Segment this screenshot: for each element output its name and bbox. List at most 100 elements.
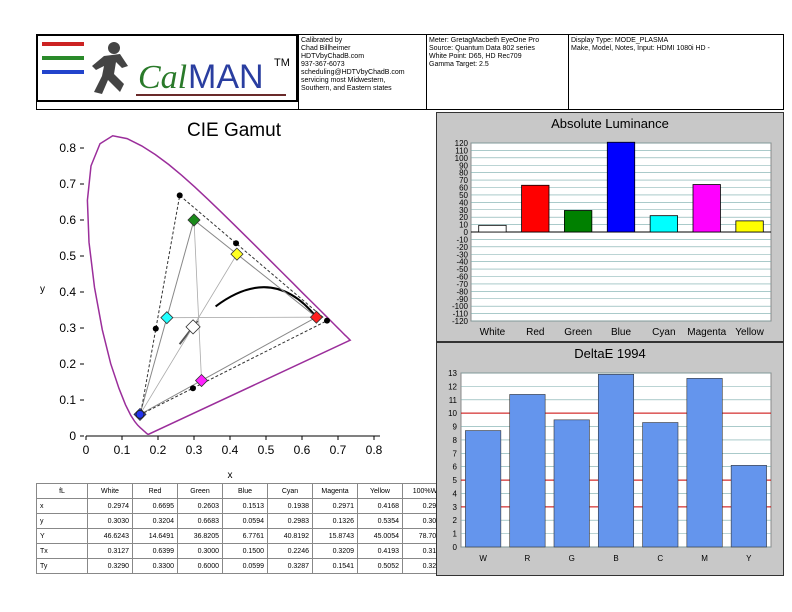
table-header-cell: Red xyxy=(132,483,178,499)
x-tick-label: 0.2 xyxy=(150,443,167,457)
measured-point-cyan xyxy=(152,325,159,332)
deltae-panel: DeltaE 1994 13 12 11 10 9 8 7 6 5 4 3 2 1 0 W R G B C M Y xyxy=(436,342,784,576)
x-tick-label: Magenta xyxy=(687,327,726,338)
y-tick-label: 11 xyxy=(449,396,458,405)
y-tick-label: -90 xyxy=(456,295,468,304)
x-axis-label: x xyxy=(228,470,233,481)
bar-y xyxy=(730,465,767,548)
table-cell: 0.1938 xyxy=(267,498,313,514)
logo-tm-text: TM xyxy=(274,57,290,69)
table-cell: 36.8205 xyxy=(177,528,223,544)
y-tick-label: 1 xyxy=(453,530,458,539)
target-point-cyan xyxy=(160,311,174,325)
table-cell: 40.8192 xyxy=(267,528,313,544)
y-tick-label: 0.2 xyxy=(59,357,76,371)
table-cell: 0.6695 xyxy=(132,498,178,514)
logo-graphic: Cal MAN TM xyxy=(42,42,290,96)
bar-b xyxy=(597,374,635,548)
table-header-cell: Yellow xyxy=(357,483,403,499)
table-cell: 0.6683 xyxy=(177,513,223,529)
bar-m xyxy=(686,378,723,548)
cie-gamut-chart: CIE Gamut 0 0.1 0.2 0.3 0.4 0.5 0.6 0.7 0.8 0 0.1 0… xyxy=(36,112,432,482)
logo-underline xyxy=(136,94,286,96)
table-cell: 0.1326 xyxy=(312,513,358,529)
x-tick-label: B xyxy=(613,554,618,563)
measured-gamut-triangle xyxy=(139,194,328,416)
y-axis-label: y xyxy=(40,284,45,295)
table-cell: 0.1500 xyxy=(222,543,268,559)
table-cell: 6.7761 xyxy=(222,528,268,544)
cie-title: CIE Gamut xyxy=(187,120,281,141)
y-tick-label: 10 xyxy=(448,409,457,418)
y-tick-label: 0.4 xyxy=(59,285,76,299)
y-tick-label: 0.5 xyxy=(59,249,76,263)
table-row: y 0.3030 0.3204 0.6683 0.0594 0.2983 0.1326 0.5… xyxy=(36,513,448,529)
table-cell: 0.3300 xyxy=(132,558,178,574)
x-tick-label: White xyxy=(480,327,506,338)
table-cell: 0.2246 xyxy=(267,543,313,559)
y-tick-label: 4 xyxy=(453,489,458,498)
y-tick-label: 100 xyxy=(455,154,469,163)
bar-w xyxy=(465,430,502,548)
bar-r xyxy=(509,394,546,548)
table-cell: 14.6491 xyxy=(132,528,178,544)
target-point-magenta xyxy=(194,373,209,388)
table-cell: 0.3127 xyxy=(87,543,133,559)
y-tick-label: 20 xyxy=(459,213,468,222)
table-cell: 0.4193 xyxy=(357,543,403,559)
y-tick-label: 30 xyxy=(459,206,468,215)
table-row: Y 46.6243 14.6491 36.8205 6.7761 40.8192 15.87… xyxy=(36,528,448,544)
y-tick-label: 5 xyxy=(453,476,458,485)
x-tick-label: R xyxy=(525,554,531,563)
table-row: x 0.2974 0.6695 0.2603 0.1513 0.1938 0.2971 0.4… xyxy=(36,498,448,514)
target-point-red xyxy=(309,310,323,324)
y-tick-label: 60 xyxy=(459,184,468,193)
header-divider xyxy=(426,34,427,110)
y-tick-label: -70 xyxy=(456,280,468,289)
y-tick-label: -110 xyxy=(453,310,469,319)
secondary-line xyxy=(193,219,202,381)
luminance-plot: 1201101009080706050403020100-10-20-30-40… xyxy=(452,139,772,338)
x-tick-label: Yellow xyxy=(735,327,764,338)
table-cell: 0.3290 xyxy=(87,558,133,574)
table-cell: 0.2603 xyxy=(177,498,223,514)
table-cell: 0.6000 xyxy=(177,558,223,574)
bar-blue xyxy=(606,141,636,233)
table-row: Tx 0.3127 0.6399 0.3000 0.1500 0.2246 0.3209 0.… xyxy=(36,543,448,559)
y-tick-label: 110 xyxy=(455,146,468,155)
blackbody-curve xyxy=(215,286,318,318)
table-header-cell: White xyxy=(87,483,133,499)
y-tick-label: 12 xyxy=(448,382,457,391)
x-tick-label: G xyxy=(569,554,575,563)
header-divider xyxy=(568,34,569,110)
logo-stripe-blue xyxy=(42,70,84,74)
calibrator-info: Calibrated by Chad Billheimer HDTVbyChad… xyxy=(301,37,405,92)
table-header-cell: Blue xyxy=(222,483,268,499)
table-cell: 15.8743 xyxy=(312,528,358,544)
measurement-table-wrap: fL White Red Green Blue Cyan Magenta Yellow 100%… xyxy=(36,483,448,574)
x-tick-label: Cyan xyxy=(652,327,675,338)
blue-target-ring xyxy=(135,409,145,419)
table-cell: y xyxy=(36,513,88,529)
bar-g xyxy=(553,419,590,548)
secondary-line xyxy=(139,253,238,415)
table-cell: 0.0594 xyxy=(222,513,268,529)
x-tick-label: 0.1 xyxy=(114,443,131,457)
table-cell: x xyxy=(36,498,88,514)
y-tick-label: 0 xyxy=(464,228,469,237)
target-point-green xyxy=(187,213,201,227)
bar-red xyxy=(521,184,550,233)
table-header-cell: fL xyxy=(36,483,88,499)
table-cell: 0.1513 xyxy=(222,498,268,514)
logo-cal-text: Cal xyxy=(138,59,187,96)
table-row: Ty 0.3290 0.3300 0.6000 0.0599 0.3287 0.1541 0.… xyxy=(36,558,448,574)
y-tick-label: -30 xyxy=(456,250,468,259)
table-cell: 0.1541 xyxy=(312,558,358,574)
table-cell: Y xyxy=(36,528,88,544)
table-cell: Tx xyxy=(36,543,88,559)
table-cell: 0.3287 xyxy=(267,558,313,574)
table-cell: 45.0054 xyxy=(357,528,403,544)
table-cell: Ty xyxy=(36,558,88,574)
deltae-title: DeltaE 1994 xyxy=(574,346,646,361)
x-tick-label: 0.4 xyxy=(222,443,239,457)
